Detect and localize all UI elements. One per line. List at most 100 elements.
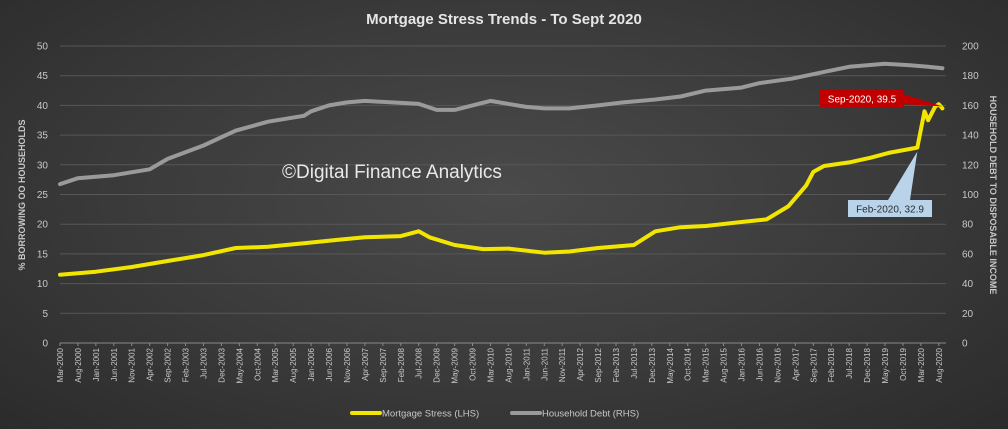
callout-label-sep: Sep-2020, 39.5 [828, 95, 897, 106]
mortgage-stress-point [166, 259, 169, 263]
mortgage-stress-point [923, 110, 926, 113]
x-tick-label: Aug-2005 [289, 347, 298, 382]
mortgage-stress-point [887, 151, 890, 155]
x-tick-label: Apr-2002 [146, 347, 155, 380]
x-tick-label: Jul-2008 [415, 347, 424, 378]
household-debt-point [266, 120, 270, 123]
right-tick-label: 80 [962, 220, 974, 231]
right-axis-ticks: 0 20 40 60 80 100 120 140 160 180 200 [962, 42, 979, 350]
mortgage-stress-point [632, 243, 636, 247]
x-tick-label: Mar-2005 [271, 347, 280, 382]
mortgage-stress-point [847, 161, 851, 164]
mortgage-stress-point [679, 225, 682, 229]
x-tick-label: Mar-2020 [917, 347, 926, 382]
x-tick-label: Nov-2006 [343, 347, 352, 382]
household-debt-point [327, 104, 331, 107]
x-tick-label: May-2019 [881, 347, 890, 383]
x-tick-label: Jun-2011 [540, 347, 549, 380]
household-debt-point [453, 108, 456, 112]
household-debt-point [654, 98, 657, 101]
x-tick-label: Sep-2017 [809, 347, 818, 382]
x-tick-label: Nov-2016 [773, 347, 782, 382]
callout-label-feb: Feb-2020, 32.9 [856, 205, 924, 216]
x-tick-label: Feb-2013 [612, 347, 621, 382]
mortgage-stress-point [302, 242, 306, 245]
x-tick-label: Jun-2001 [110, 347, 119, 381]
left-tick-label: 40 [37, 101, 49, 112]
x-tick-label: Dec-2003 [217, 347, 226, 382]
right-tick-label: 40 [962, 279, 974, 290]
household-debt-point [112, 173, 116, 177]
mortgage-stress-point [507, 247, 510, 250]
mortgage-stress-point [338, 238, 341, 241]
household-debt-point [202, 144, 205, 147]
legend-label: Mortgage Stress (LHS) [382, 409, 479, 420]
x-tick-label: Apr-2012 [576, 347, 585, 380]
mortgage-stress-point [822, 164, 826, 168]
household-debt-point [941, 67, 944, 70]
x-tick-label: Aug-2000 [74, 347, 83, 382]
right-tick-label: 180 [962, 71, 979, 82]
x-tick-label: Apr-2007 [361, 347, 370, 380]
x-tick-label: Oct-2019 [899, 347, 908, 380]
right-tick-label: 160 [962, 101, 979, 112]
household-debt-point [790, 77, 793, 80]
mortgage-stress-point [94, 270, 98, 273]
x-tick-label: Jan-2006 [307, 347, 316, 381]
right-tick-label: 20 [962, 309, 974, 320]
left-tick-label: 0 [42, 339, 48, 350]
callout-layer: Sep-2020, 39.5 Feb-2020, 32.9 [820, 90, 943, 217]
household-debt-point [568, 107, 571, 110]
x-tick-label: Jun-2016 [755, 347, 764, 381]
x-tick-label: Nov-2011 [558, 347, 567, 382]
x-tick-label: Aug-2010 [504, 347, 513, 382]
right-tick-label: 60 [962, 249, 974, 260]
left-tick-label: 45 [37, 71, 49, 82]
x-tick-label: Feb-2018 [827, 347, 836, 382]
mortgage-stress-point [937, 103, 941, 106]
right-tick-label: 100 [962, 190, 979, 201]
household-debt-point [621, 101, 625, 104]
household-debt-point [704, 89, 707, 92]
left-tick-label: 20 [37, 220, 49, 231]
household-debt-point [883, 62, 887, 66]
right-tick-label: 200 [962, 42, 979, 53]
x-tick-label: Jul-2013 [630, 347, 639, 378]
mortgage-stress-point [482, 247, 485, 251]
left-tick-label: 5 [42, 309, 48, 320]
household-debt-point [417, 102, 420, 106]
mortgage-stress-point [596, 246, 600, 250]
x-tick-label: Mar-2010 [486, 347, 495, 382]
household-debt-point [302, 114, 306, 117]
left-axis-label: % BORROWING OO HOUSEHOLDS [17, 119, 27, 270]
mortgage-stress-point [266, 245, 270, 248]
mortgage-stress-point [654, 230, 657, 233]
gridlines [60, 45, 946, 344]
mortgage-stress-point [58, 273, 62, 276]
mortgage-stress-point [916, 146, 919, 149]
x-tick-label: Jan-2011 [522, 347, 531, 380]
left-tick-label: 10 [37, 279, 49, 290]
mortgage-stress-point [812, 170, 815, 174]
mortgage-stress-point [736, 221, 740, 224]
household-debt-point [309, 110, 313, 113]
x-tick-label: Jun-2006 [325, 347, 334, 381]
x-tick-label: May-2004 [235, 347, 244, 383]
household-debt-point [847, 65, 851, 68]
mortgage-stress-point [428, 236, 431, 239]
x-tick-label: Apr-2017 [791, 347, 800, 380]
x-tick-label: Aug-2015 [720, 347, 729, 382]
household-debt-point [679, 95, 682, 98]
legend: Mortgage Stress (LHS) Household Debt (RHS… [350, 409, 639, 420]
left-tick-label: 15 [37, 249, 49, 260]
left-tick-label: 35 [37, 131, 49, 142]
callout-box-feb [848, 200, 932, 217]
x-tick-label: Aug-2020 [935, 347, 944, 382]
household-debt-point [758, 81, 761, 85]
household-debt-point [826, 70, 829, 73]
mortgage-stress-point [804, 184, 808, 187]
left-tick-label: 30 [37, 160, 49, 171]
legend-label: Household Debt (RHS) [542, 409, 639, 420]
mortgage-stress-point [130, 265, 133, 269]
household-debt-point [543, 107, 546, 110]
